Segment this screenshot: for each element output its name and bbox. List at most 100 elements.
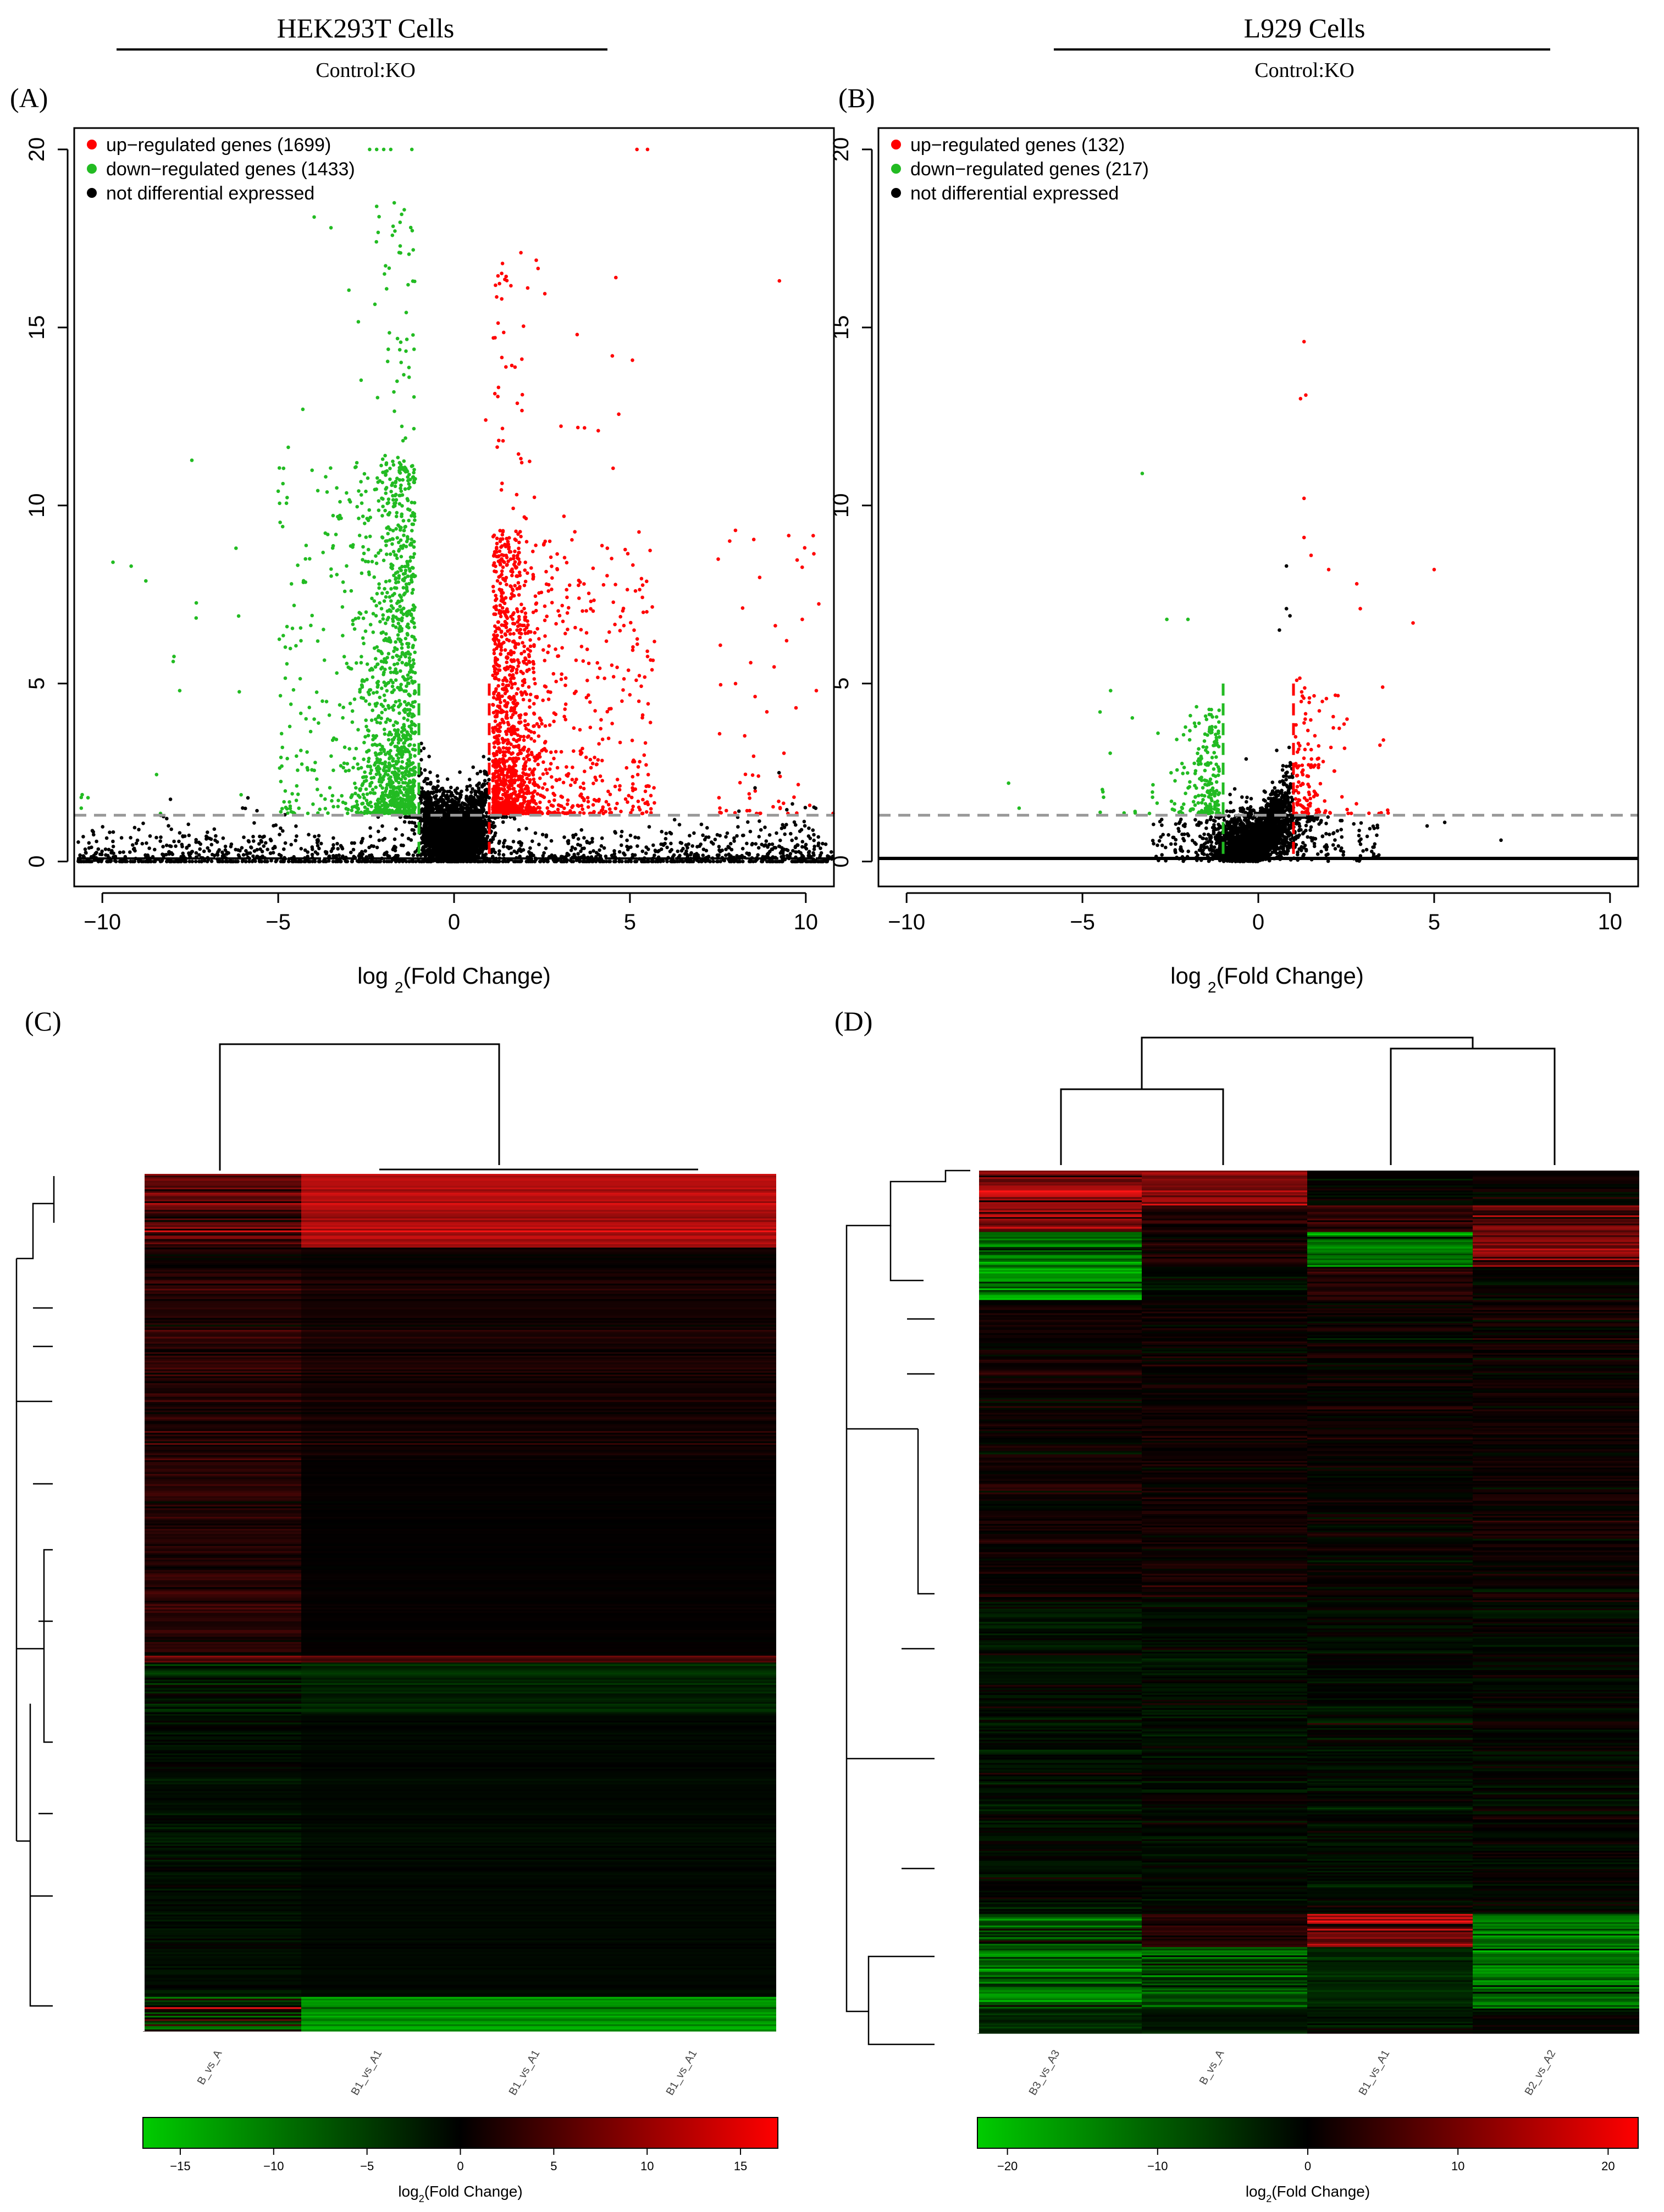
point-down [300,762,304,766]
point-up [519,535,523,539]
point-down [379,607,384,611]
point-down [407,518,411,523]
point-up [550,601,554,605]
point-up [606,789,610,794]
point-up [518,623,522,627]
point-down [407,744,411,747]
point-down [304,717,308,721]
point-down [374,561,379,566]
point-down [384,632,388,636]
point-up [532,702,536,706]
point-up [557,613,562,618]
point-up [512,701,516,706]
point-up [572,726,576,730]
point-up [503,579,507,583]
point-down [359,661,363,665]
point-down [407,365,411,369]
point-down [389,749,392,753]
point-up [511,778,515,783]
point-down [362,472,367,476]
point-down [410,501,414,505]
point-up [567,583,572,587]
point-up [561,619,565,623]
point-down [410,537,413,541]
point-down [355,505,359,509]
point-up [498,581,502,585]
point-down [391,655,395,659]
point-up [546,583,551,587]
point-up [577,596,581,600]
point-down [380,711,384,714]
point-down [405,748,410,752]
point-up [520,775,524,779]
point-up [512,554,516,558]
point-down [307,706,311,709]
point-up [606,802,611,807]
point-up [534,258,538,262]
point-up [600,758,604,763]
point-up [579,803,584,808]
point-up [516,778,520,781]
point-down [319,794,323,797]
point-up [638,587,642,592]
point-up [645,655,650,658]
point-up [547,800,551,803]
point-down [412,779,417,783]
point-up [519,669,523,674]
point-up [510,573,514,578]
point-down [388,477,392,481]
point-up [550,785,554,789]
point-down [374,785,378,789]
point-down [365,811,369,815]
point-down [384,789,388,794]
point-down [361,514,365,518]
point-down [407,670,412,674]
point-up [503,632,507,636]
point-down [398,528,402,532]
point-up [526,286,530,290]
point-up [511,557,516,561]
point-up [633,589,638,593]
point-up [778,806,782,810]
point-down [283,645,288,649]
point-up [497,587,502,591]
point-down [357,611,361,615]
header-title-hek: HEK293T Cells [277,13,455,43]
point-up [495,445,499,449]
point-up [615,666,619,669]
point-down [360,783,364,788]
point-up [508,708,513,713]
point-up [500,569,504,573]
point-up [497,668,501,672]
point-up [551,791,555,796]
point-up [561,811,565,814]
point-down [384,473,388,477]
point-up [512,611,516,615]
point-up [590,762,595,766]
point-up [497,746,501,750]
point-down [399,555,403,559]
point-down [347,768,351,773]
point-down [393,770,397,774]
point-up [543,292,547,296]
point-down [353,791,357,796]
point-up [499,648,504,652]
point-down [377,551,380,555]
point-up [517,593,521,597]
point-up [505,759,509,763]
point-up [619,810,623,813]
point-up [588,700,592,704]
point-up [591,609,595,613]
point-down [310,613,314,618]
point-up [497,554,501,558]
point-up [518,560,522,564]
point-up [582,582,586,586]
point-up [586,805,590,809]
point-down [348,500,352,504]
point-down [412,468,416,472]
point-down [412,545,416,549]
point-up [546,697,551,701]
point-down [412,743,416,747]
point-up [552,798,556,802]
point-up [549,750,553,755]
